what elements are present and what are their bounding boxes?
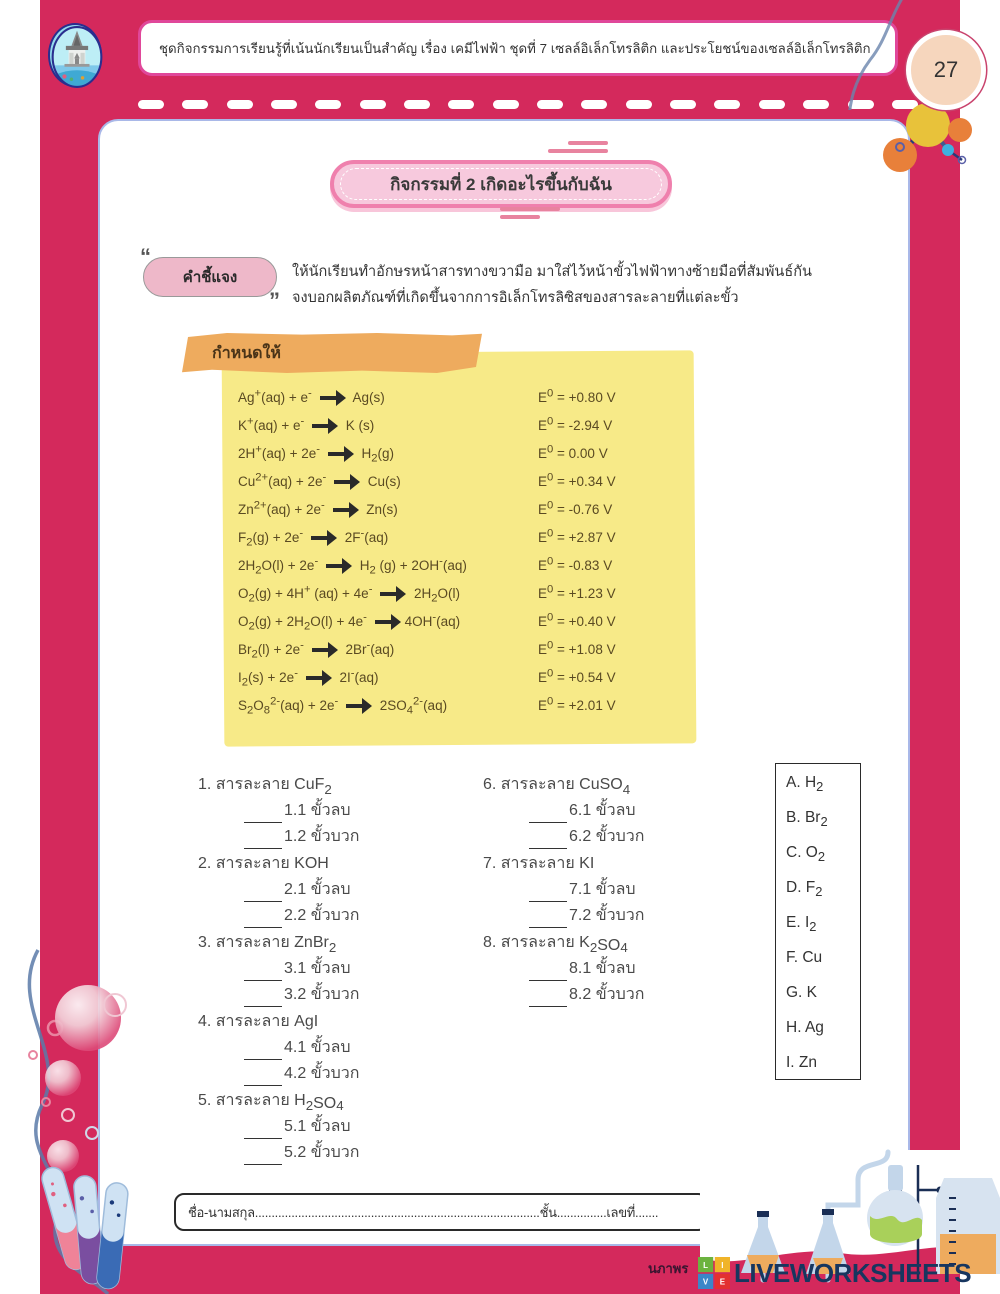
svg-text:E: E (720, 1278, 726, 1287)
svg-text:L: L (703, 1261, 708, 1270)
svg-text:I: I (721, 1261, 723, 1270)
svg-text:V: V (703, 1278, 709, 1287)
